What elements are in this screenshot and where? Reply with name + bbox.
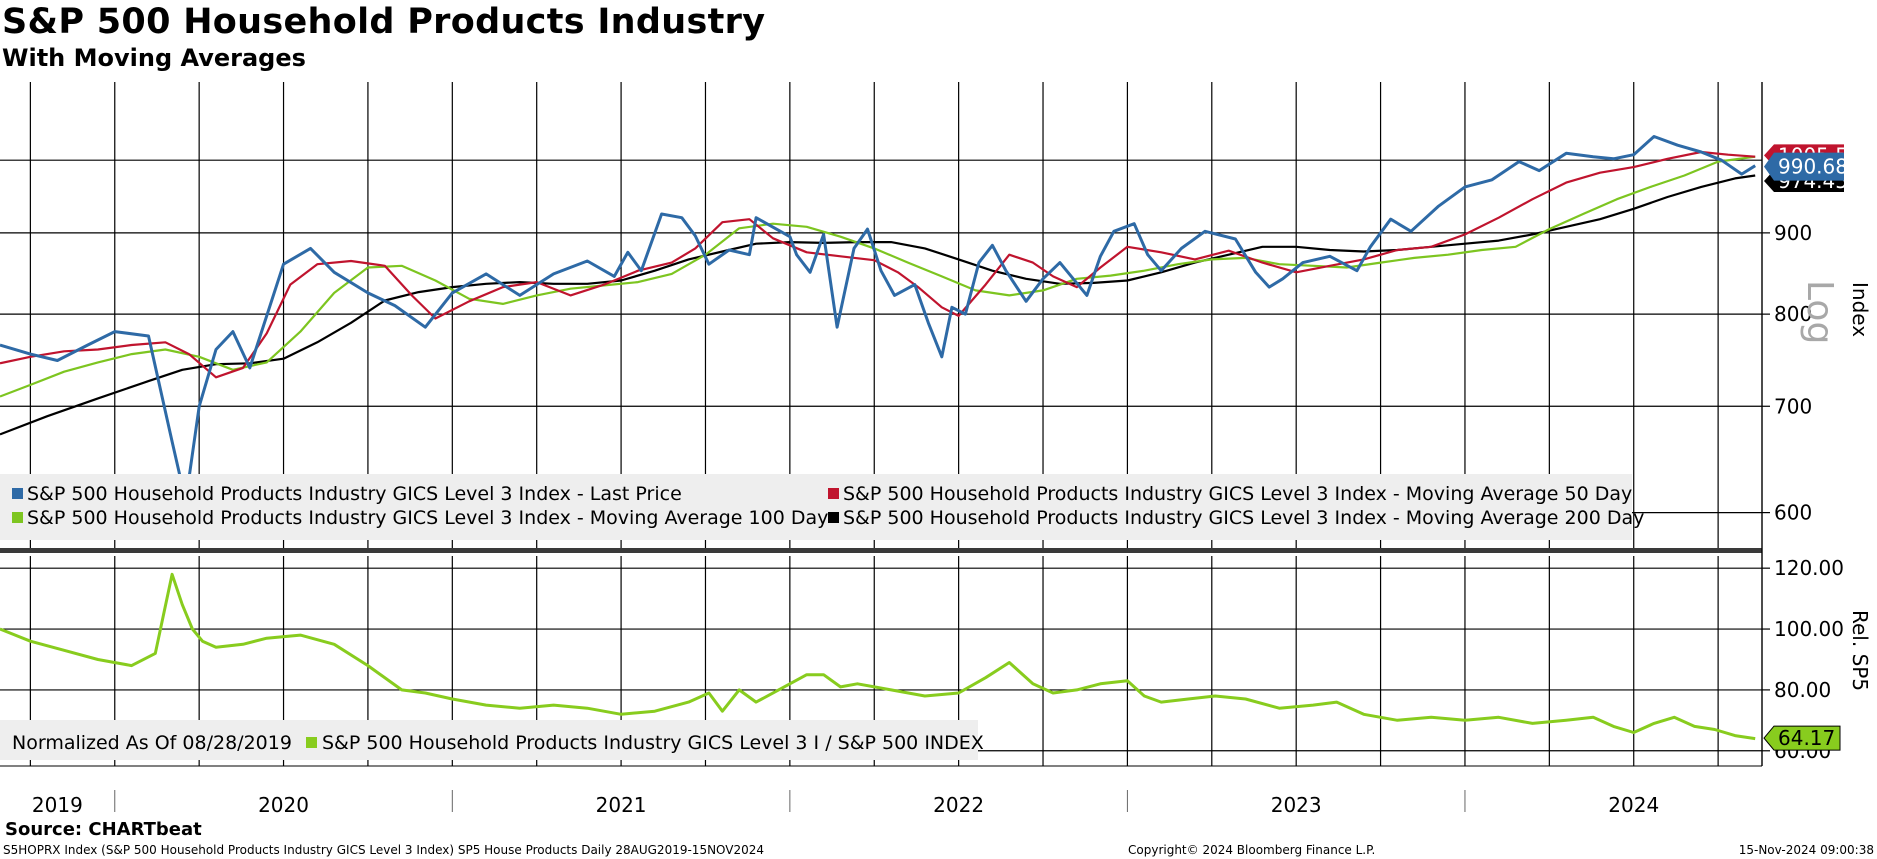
series-ma50-line [0, 150, 1756, 379]
chart-subtitle: With Moving Averages [2, 44, 306, 72]
legend-swatch [828, 488, 839, 499]
series-layer [0, 135, 1756, 741]
lower-legend-box [0, 720, 978, 760]
y-tick-label: 700 [1774, 394, 1812, 418]
value-tag-label: 64.17 [1778, 726, 1835, 750]
series-last-price-line [0, 135, 1756, 503]
panel-separator [0, 548, 1762, 553]
footer-timestamp: 15-Nov-2024 09:00:38 [1738, 843, 1874, 857]
grid [0, 82, 1762, 767]
legend-swatch [12, 488, 23, 499]
normalized-note: Normalized As Of 08/28/2019 [12, 732, 292, 754]
legend-item-label: S&P 500 Household Products Industry GICS… [27, 483, 682, 505]
legend-layer: S&P 500 Household Products Industry GICS… [0, 474, 1644, 760]
series-relative-line [0, 572, 1756, 741]
value-tag-shape [1763, 725, 1841, 751]
y-tick-label: 120.00 [1774, 556, 1844, 580]
legend-swatch [12, 512, 23, 523]
y-tick-label: 800 [1774, 302, 1812, 326]
upper-legend-box [0, 474, 1632, 540]
legend-swatch [306, 737, 317, 748]
footer-copyright: Copyright© 2024 Bloomberg Finance L.P. [1128, 843, 1376, 857]
legend-swatch [828, 512, 839, 523]
y-tick-label: 80.00 [1774, 678, 1831, 702]
y-axis-title-upper: Index [1848, 282, 1872, 337]
tag-last-price: 990.68 [1764, 152, 1848, 181]
y-axis-title-lower: Rel. SP5 [1848, 610, 1872, 691]
x-year-label: 2022 [933, 793, 984, 817]
y-tick-label: 600 [1774, 501, 1812, 525]
y-tick-label: 900 [1774, 221, 1812, 245]
tag-relative: 64.17 [1763, 725, 1841, 751]
footer-ticker-info: S5HOPRX Index (S&P 500 Household Product… [3, 843, 765, 857]
legend-item-label: S&P 500 Household Products Industry GICS… [843, 507, 1644, 529]
value-tag-shape [1764, 152, 1844, 181]
source-label: Source: CHARTbeat [5, 819, 202, 840]
legend-item-label: S&P 500 Household Products Industry GICS… [27, 507, 828, 529]
legend-item-label: S&P 500 Household Products Industry GICS… [322, 732, 984, 754]
legend-item-label: S&P 500 Household Products Industry GICS… [843, 483, 1632, 505]
y-tick-label: 100.00 [1774, 617, 1844, 641]
x-year-label: 2021 [596, 793, 647, 817]
value-tag-label: 990.68 [1778, 155, 1848, 179]
x-year-label: 2020 [258, 793, 309, 817]
x-year-label: 2024 [1608, 793, 1659, 817]
x-year-label: 2019 [32, 793, 83, 817]
log-scale-label: Log [1799, 280, 1840, 344]
series-ma200-line [0, 174, 1756, 436]
chart-title: S&P 500 Household Products Industry [2, 2, 766, 42]
x-year-label: 2023 [1271, 793, 1322, 817]
axis-layer: 60070080090060.0080.00100.00120.00IndexL… [0, 82, 1872, 817]
